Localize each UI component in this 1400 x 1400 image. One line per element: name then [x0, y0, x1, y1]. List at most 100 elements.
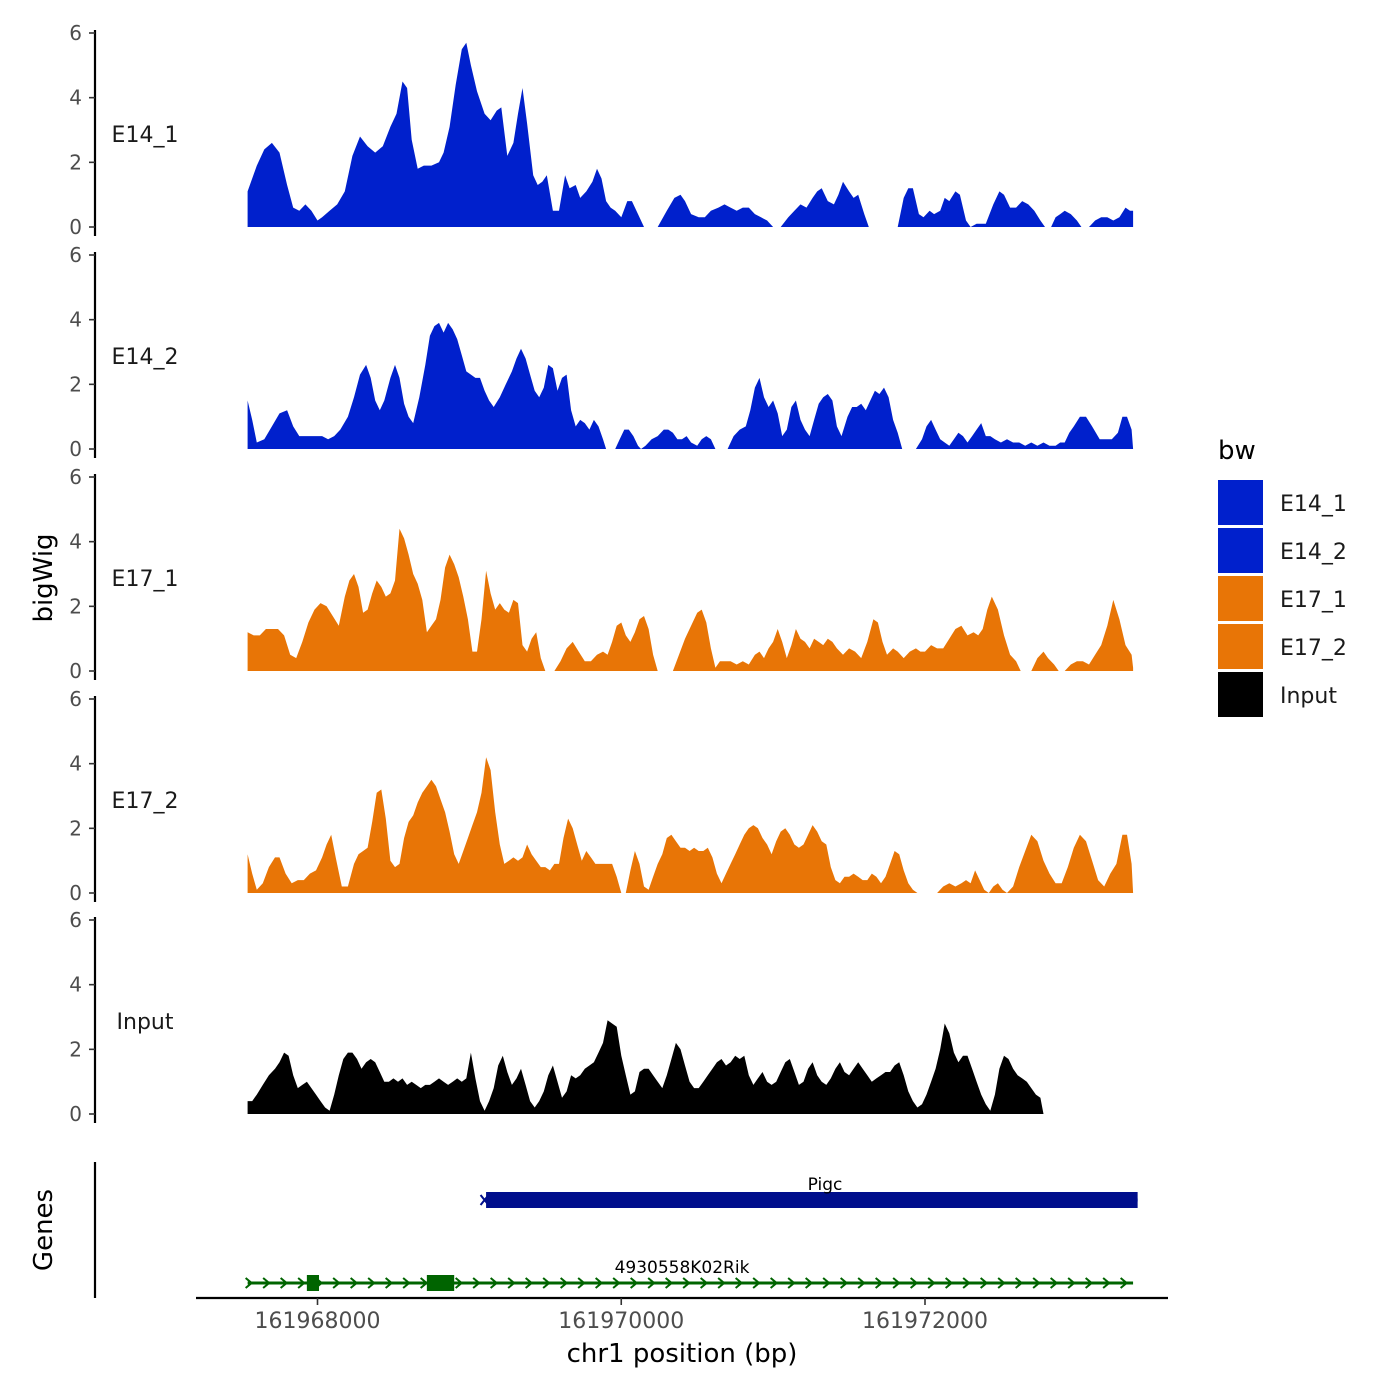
legend-swatch-input — [1218, 672, 1263, 717]
strand-arrow — [769, 1277, 779, 1289]
x-tick-label: 161972000 — [862, 1309, 988, 1334]
track-panel-e17_1: 0 2 4 6 E17_1 — [69, 465, 1134, 683]
strand-arrow — [682, 1277, 691, 1289]
strand-arrow — [524, 1277, 534, 1289]
strand-arrow — [1102, 1277, 1111, 1289]
y-tick-label: 2 — [69, 372, 82, 396]
strand-arrow — [402, 1277, 411, 1289]
strand-arrow — [454, 1277, 464, 1289]
track-panels: 0 2 4 6 E14_1 0 2 4 6 E14_2 0 2 4 6 E17_1 0 2 4 6 E17_2 0 2 4 6… — [69, 21, 1134, 1126]
coverage-area-e14_1 — [1051, 210, 1082, 227]
y-tick-label: 6 — [69, 243, 82, 267]
strand-arrow — [384, 1277, 394, 1289]
strand-arrow — [909, 1277, 919, 1289]
track-label: Input — [117, 1010, 174, 1035]
track-label: E17_1 — [112, 567, 179, 592]
gene-label: 4930558K02Rik — [615, 1258, 750, 1278]
strand-arrow — [979, 1277, 989, 1289]
coverage-area-e14_2 — [915, 416, 1134, 449]
y-tick-label: 2 — [69, 816, 82, 840]
gene-4930558k02rik: 4930558K02Rik — [244, 1258, 1134, 1291]
coverage-area-e14_1 — [780, 181, 869, 227]
legend: bw E14_1 E14_2 E17_1 E17_2 Input — [1218, 436, 1347, 717]
y-tick-label: 4 — [69, 530, 82, 554]
x-tick-label: 161968000 — [255, 1309, 381, 1334]
strand-arrow — [699, 1277, 709, 1289]
strand-arrow — [734, 1277, 744, 1289]
strand-arrow — [349, 1277, 359, 1289]
strand-arrow — [244, 1277, 254, 1289]
strand-arrow — [874, 1277, 884, 1289]
strand-arrow — [1032, 1277, 1041, 1289]
y-tick-label: 2 — [69, 1037, 82, 1061]
strand-arrow — [892, 1277, 901, 1289]
strand-arrow — [594, 1277, 604, 1289]
coverage-area-input — [247, 1020, 1044, 1114]
strand-arrow — [804, 1277, 814, 1289]
strand-arrow — [472, 1277, 481, 1289]
strand-arrow — [1014, 1277, 1024, 1289]
track-label: E17_2 — [112, 789, 179, 814]
genes-panel: Pigc 4930558K02Rik — [93, 1162, 1138, 1298]
coverage-area-e17_1 — [247, 528, 546, 671]
legend-label: E17_2 — [1280, 636, 1347, 661]
y-tick-label: 0 — [69, 215, 82, 239]
coverage-area-e14_2 — [727, 377, 903, 449]
strand-arrow — [664, 1277, 674, 1289]
track-label: E14_2 — [112, 345, 179, 370]
coverage-area-e14_1 — [1089, 207, 1134, 227]
legend-swatch-e17_2 — [1218, 624, 1263, 669]
y-tick-label: 4 — [69, 973, 82, 997]
strand-arrow — [559, 1277, 569, 1289]
strand-arrow — [787, 1277, 796, 1289]
coverage-area-e14_2 — [615, 429, 716, 449]
y-tick-label: 4 — [69, 308, 82, 332]
coverage-area-e17_1 — [1064, 599, 1134, 671]
strand-arrow — [1049, 1277, 1059, 1289]
strand-arrow — [752, 1277, 761, 1289]
strand-arrow — [507, 1277, 516, 1289]
strand-arrow — [717, 1277, 726, 1289]
strand-arrow — [927, 1277, 936, 1289]
x-axis: 161968000 161970000 161972000 — [196, 1296, 1168, 1334]
track-panel-e14_1: 0 2 4 6 E14_1 — [69, 21, 1134, 239]
strand-arrow — [1119, 1277, 1129, 1289]
strand-arrow — [839, 1277, 849, 1289]
y-tick-label: 4 — [69, 752, 82, 776]
track-panel-e17_2: 0 2 4 6 E17_2 — [69, 687, 1134, 905]
y-tick-label: 2 — [69, 150, 82, 174]
strand-arrow — [857, 1277, 866, 1289]
strand-arrow — [647, 1277, 656, 1289]
coverage-area-e17_2 — [625, 825, 918, 893]
exon — [306, 1275, 320, 1291]
y-tick-label: 6 — [69, 21, 82, 45]
coverage-area-e17_1 — [1031, 651, 1059, 671]
strand-arrow — [1084, 1277, 1094, 1289]
strand-arrow — [962, 1277, 971, 1289]
legend-label: Input — [1280, 684, 1337, 709]
strand-arrow — [367, 1277, 376, 1289]
gene-start-mark — [479, 1194, 490, 1206]
legend-title: bw — [1218, 436, 1256, 466]
x-tick-label: 161970000 — [558, 1309, 684, 1334]
strand-arrow — [542, 1277, 551, 1289]
coverage-area-e14_1 — [897, 188, 1045, 227]
strand-arrow — [577, 1277, 586, 1289]
coverage-area-e17_2 — [247, 757, 622, 893]
track-panel-input: 0 2 4 6 Input — [69, 908, 1044, 1126]
strand-arrow — [822, 1277, 831, 1289]
strand-arrow — [279, 1277, 289, 1289]
y-tick-label: 6 — [69, 908, 82, 932]
strand-arrow — [997, 1277, 1006, 1289]
gene-pigc: Pigc — [479, 1175, 1138, 1208]
y-tick-label: 0 — [69, 1102, 82, 1126]
coverage-area-e17_2 — [937, 834, 1134, 893]
track-label: E14_1 — [112, 123, 179, 148]
track-panel-e14_2: 0 2 4 6 E14_2 — [69, 243, 1134, 461]
strand-arrow — [297, 1277, 306, 1289]
coverage-area-e17_1 — [672, 596, 1021, 671]
y-tick-label: 0 — [69, 437, 82, 461]
x-axis-title: chr1 position (bp) — [567, 1339, 798, 1369]
strand-arrow — [489, 1277, 499, 1289]
exon — [426, 1275, 455, 1291]
